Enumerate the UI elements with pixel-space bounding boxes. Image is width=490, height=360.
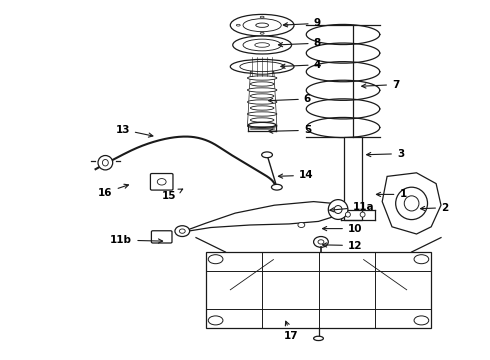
Text: 17: 17	[284, 321, 299, 341]
Ellipse shape	[247, 76, 277, 80]
Text: 8: 8	[278, 38, 321, 48]
Ellipse shape	[247, 88, 277, 92]
Text: 16: 16	[98, 184, 128, 198]
Text: 4: 4	[281, 60, 321, 70]
Text: 11a: 11a	[330, 202, 374, 212]
Polygon shape	[382, 173, 441, 234]
FancyBboxPatch shape	[150, 174, 173, 190]
Ellipse shape	[360, 212, 365, 217]
Ellipse shape	[314, 237, 328, 247]
Ellipse shape	[247, 100, 277, 104]
Ellipse shape	[243, 19, 281, 32]
Ellipse shape	[248, 122, 276, 127]
Text: 9: 9	[283, 18, 321, 28]
Polygon shape	[206, 252, 431, 328]
Ellipse shape	[208, 255, 223, 264]
Text: 10: 10	[322, 224, 363, 234]
Ellipse shape	[314, 336, 323, 341]
Ellipse shape	[250, 70, 274, 74]
Ellipse shape	[396, 187, 427, 220]
Ellipse shape	[233, 36, 292, 54]
Ellipse shape	[175, 226, 190, 237]
Ellipse shape	[208, 316, 223, 325]
Ellipse shape	[328, 199, 348, 220]
Ellipse shape	[247, 112, 277, 116]
Ellipse shape	[271, 184, 282, 190]
Text: 13: 13	[115, 125, 153, 137]
Ellipse shape	[179, 229, 185, 233]
Text: 14: 14	[278, 170, 314, 180]
Ellipse shape	[102, 159, 108, 166]
Text: 2: 2	[420, 203, 448, 213]
Text: 15: 15	[162, 189, 183, 201]
Ellipse shape	[250, 106, 274, 110]
Text: 5: 5	[269, 125, 311, 135]
Ellipse shape	[345, 212, 350, 217]
Ellipse shape	[318, 240, 324, 244]
Ellipse shape	[334, 206, 342, 213]
Ellipse shape	[240, 62, 284, 72]
Ellipse shape	[262, 152, 272, 158]
Polygon shape	[181, 202, 341, 232]
Text: 12: 12	[322, 240, 363, 251]
Ellipse shape	[243, 39, 281, 51]
Ellipse shape	[404, 196, 419, 211]
Ellipse shape	[98, 156, 113, 170]
Ellipse shape	[255, 43, 270, 47]
Ellipse shape	[230, 14, 294, 36]
Ellipse shape	[284, 24, 288, 26]
Ellipse shape	[247, 124, 277, 128]
Ellipse shape	[414, 255, 429, 264]
Ellipse shape	[260, 32, 264, 34]
Text: 3: 3	[367, 149, 404, 159]
Ellipse shape	[414, 316, 429, 325]
Ellipse shape	[250, 94, 274, 98]
Text: 6: 6	[269, 94, 311, 104]
Ellipse shape	[157, 179, 166, 185]
Text: 7: 7	[362, 80, 399, 90]
Polygon shape	[344, 137, 362, 220]
Text: 11b: 11b	[110, 235, 163, 245]
Ellipse shape	[250, 118, 274, 122]
Ellipse shape	[298, 222, 305, 228]
Ellipse shape	[236, 24, 240, 26]
Ellipse shape	[260, 16, 264, 18]
Ellipse shape	[230, 59, 294, 74]
Ellipse shape	[256, 23, 269, 27]
Ellipse shape	[250, 82, 274, 86]
FancyBboxPatch shape	[151, 231, 172, 243]
Text: 1: 1	[376, 189, 407, 199]
